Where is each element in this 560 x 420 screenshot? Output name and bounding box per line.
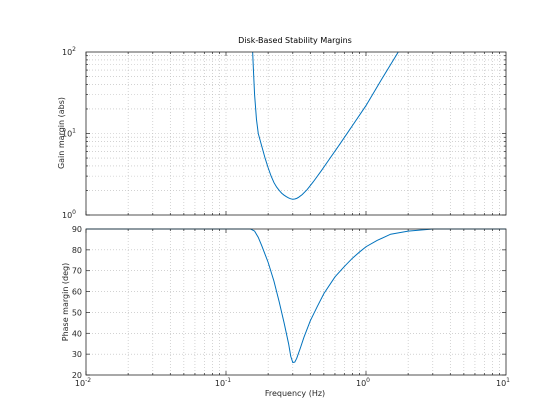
y-tick-label-base: 10 <box>62 211 72 220</box>
x-tick-label-exponent: -1 <box>225 377 231 384</box>
chart-title: Disk-Based Stability Margins <box>238 36 352 45</box>
x-tick-label-base: 10 <box>356 379 366 388</box>
x-tick-label: 100 <box>356 377 370 388</box>
y-tick-label: 60 <box>72 288 82 297</box>
phase-margin-line <box>86 228 506 364</box>
x-tick-label-base: 10 <box>496 379 506 388</box>
x-tick-label-base: 10 <box>75 379 85 388</box>
x-tick-label: 101 <box>496 377 510 388</box>
x-tick-label-exponent: -2 <box>85 377 91 384</box>
y-tick-label: 102 <box>62 46 76 57</box>
x-tick-label: 10-2 <box>75 377 91 388</box>
phase-margin-ylabel: Phase margin (deg) <box>61 263 70 342</box>
x-tick-label-base: 10 <box>215 379 225 388</box>
y-tick-label: 90 <box>72 225 82 234</box>
x-tick-label-exponent: 0 <box>366 377 370 384</box>
x-tick-label-exponent: 1 <box>506 377 510 384</box>
y-tick-label: 30 <box>72 350 82 359</box>
y-tick-label: 40 <box>72 329 82 338</box>
y-tick-label: 50 <box>72 308 82 317</box>
y-tick-label-base: 10 <box>62 130 72 139</box>
y-tick-label: 80 <box>72 246 82 255</box>
y-tick-label-base: 10 <box>62 48 72 57</box>
y-tick-label-exponent: 2 <box>72 46 76 53</box>
gain-margin-line <box>252 51 399 200</box>
gain-margin-axes-frame <box>85 51 507 216</box>
y-tick-label: 100 <box>62 209 76 220</box>
y-tick-label-exponent: 1 <box>72 128 76 135</box>
frequency-xlabel: Frequency (Hz) <box>265 389 325 398</box>
y-tick-label: 20 <box>72 371 82 380</box>
y-tick-label-exponent: 0 <box>72 209 76 216</box>
gain-margin-ylabel: Gain margin (abs) <box>57 97 66 169</box>
phase-margin-axes-frame <box>85 228 507 376</box>
y-tick-label: 70 <box>72 267 82 276</box>
x-tick-label: 10-1 <box>215 377 231 388</box>
y-tick-label: 101 <box>62 128 76 139</box>
